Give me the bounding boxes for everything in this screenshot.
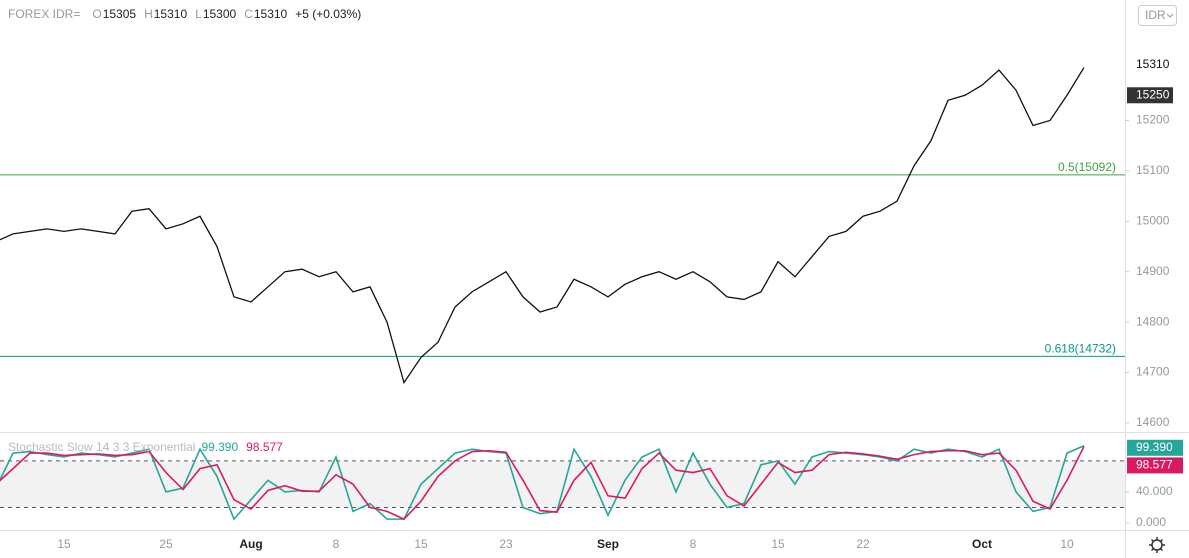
ohlc-value: 15310 — [254, 7, 288, 21]
x-tick-label: Sep — [597, 537, 619, 551]
dropdown-arrow[interactable] — [1166, 13, 1174, 18]
indicator-value-box — [1127, 457, 1183, 474]
indicator-axis-value: 99.390 — [1136, 440, 1173, 454]
settings-icon[interactable] — [1149, 537, 1165, 553]
x-tick-label: 8 — [690, 537, 697, 551]
indicator-value: 98.577 — [246, 440, 283, 454]
indicator-value-box — [1127, 439, 1183, 456]
y-tick-label: 15100 — [1136, 163, 1170, 177]
crosshair-box — [1127, 87, 1173, 104]
series-line — [0, 446, 1085, 521]
gear-teeth[interactable] — [1149, 537, 1165, 553]
x-tick-label: 23 — [499, 537, 513, 551]
ohlc-label: L — [195, 7, 202, 21]
indicator-value: 99.390 — [201, 440, 238, 454]
x-tick-label: 25 — [159, 537, 173, 551]
y-tick-label: 40.000 — [1136, 484, 1173, 498]
fib-label: 0.618(14732) — [1045, 342, 1116, 356]
indicator-title: Stochastic Slow 14 3 3 Exponential — [8, 440, 195, 454]
ohlc-label: O — [92, 7, 101, 21]
x-tick-label: Aug — [239, 537, 262, 551]
last-price-box — [1127, 57, 1173, 74]
series-line — [0, 67, 1085, 385]
last-price: 15310 — [1136, 57, 1170, 71]
y-tick-label: 15200 — [1136, 113, 1170, 127]
ohlc-value: 15310 — [154, 7, 188, 21]
y-tick-label: 14600 — [1136, 415, 1170, 429]
x-tick-label: 8 — [333, 537, 340, 551]
ohlc-label: H — [144, 7, 153, 21]
crosshair-price: 15250 — [1136, 87, 1170, 101]
y-tick-label: 0.000 — [1136, 515, 1166, 529]
ohlc-label: C — [244, 7, 253, 21]
y-tick-label: 14700 — [1136, 365, 1170, 379]
x-tick-label: Oct — [972, 537, 992, 551]
y-tick-label: 15000 — [1136, 213, 1170, 227]
x-tick-label: 15 — [414, 537, 428, 551]
ohlc-value: 15305 — [103, 7, 137, 21]
symbol: FOREX IDR= — [8, 7, 80, 21]
fib-label: 0.5(15092) — [1058, 160, 1116, 174]
y-tick-label: 14800 — [1136, 314, 1170, 328]
y-tick-label: 14900 — [1136, 264, 1170, 278]
x-tick-label: 15 — [57, 537, 71, 551]
ohlc-value: 15300 — [203, 7, 237, 21]
currency-button[interactable] — [1138, 5, 1177, 26]
price-change: +5 (+0.03%) — [295, 7, 361, 21]
x-tick-label: 15 — [771, 537, 785, 551]
x-tick-label: 10 — [1060, 537, 1074, 551]
x-tick-label: 22 — [856, 537, 870, 551]
currency-label[interactable]: IDR — [1145, 8, 1166, 22]
indicator-axis-value: 98.577 — [1136, 458, 1173, 472]
